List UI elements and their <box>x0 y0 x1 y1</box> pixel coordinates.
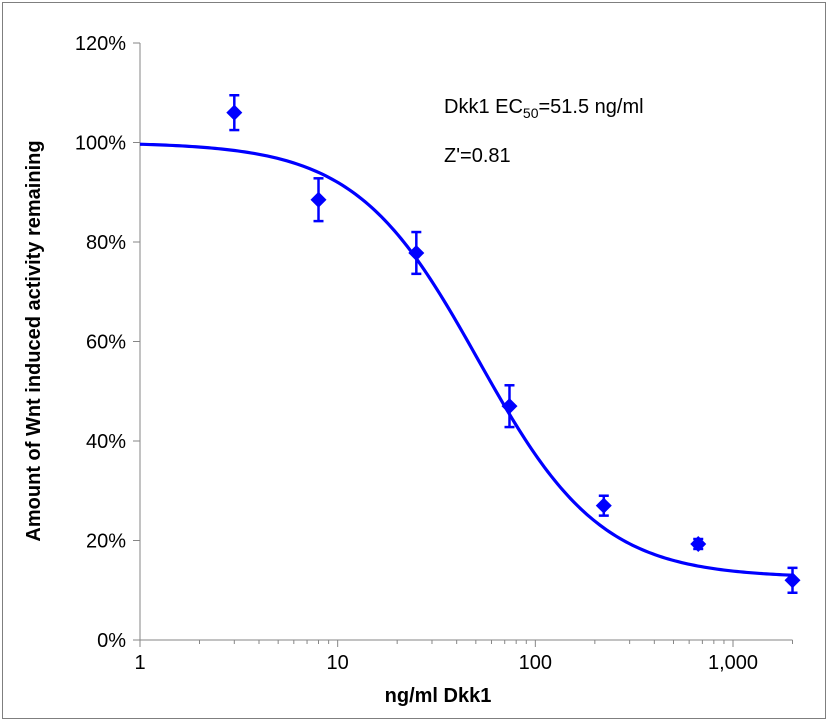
data-point <box>310 177 327 223</box>
diamond-marker <box>595 497 612 514</box>
y-tick-label: 80% <box>86 232 126 254</box>
diamond-marker <box>408 244 425 261</box>
y-axis: 0% 20% 40% 60% 80% 100% 120% <box>75 33 141 652</box>
y-tick-label: 100% <box>75 133 126 155</box>
fit-curve <box>139 142 793 577</box>
x-axis: 1 10 100 1,000 <box>134 639 794 674</box>
data-point <box>784 566 801 594</box>
data-point <box>690 535 707 552</box>
data-point <box>501 384 518 429</box>
diamond-marker <box>501 398 518 415</box>
y-tick-label: 0% <box>97 630 126 652</box>
diamond-marker <box>310 191 327 208</box>
ec50-value: =51.5 ng/ml <box>538 96 643 118</box>
z-prime-annotation: Z'=0.81 <box>444 145 511 167</box>
diamond-marker <box>690 535 707 552</box>
y-tick-label: 40% <box>86 431 126 453</box>
diamond-marker <box>226 104 243 121</box>
data-point <box>595 494 612 517</box>
fit-curve-layer <box>139 142 793 577</box>
data-point <box>408 230 425 276</box>
x-tick-label: 1,000 <box>708 652 758 674</box>
ec50-prefix: Dkk1 EC <box>444 96 523 118</box>
diamond-marker <box>784 572 801 589</box>
x-tick-label: 1 <box>134 652 145 674</box>
y-tick-label: 60% <box>86 332 126 354</box>
x-tick-label: 10 <box>327 652 349 674</box>
ec50-subscript: 50 <box>523 105 539 121</box>
data-points-layer <box>226 93 801 594</box>
y-tick-label: 120% <box>75 33 126 55</box>
y-axis-title: Amount of Wnt induced activity remaining <box>23 140 45 541</box>
x-tick-label: 100 <box>519 652 552 674</box>
x-axis-title: ng/ml Dkk1 <box>385 685 492 707</box>
y-tick-label: 20% <box>86 531 126 553</box>
data-point <box>226 93 243 132</box>
ec50-annotation: Dkk1 EC50=51.5 ng/ml <box>444 96 644 121</box>
